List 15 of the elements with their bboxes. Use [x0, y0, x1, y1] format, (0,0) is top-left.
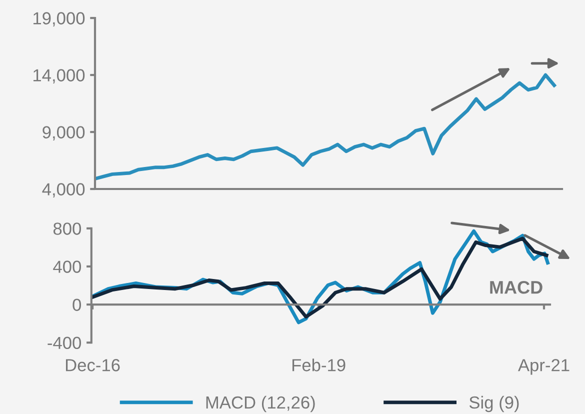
y-tick-label: 4,000 [42, 183, 85, 198]
y-tick-label: 0 [72, 298, 81, 311]
line-series [95, 73, 556, 180]
y-tick-label: -400 [48, 336, 81, 350]
y-tick-label: 400 [53, 260, 81, 273]
x-tick-label: Apr-21 [518, 359, 570, 375]
legend-label: MACD (12,26) [206, 396, 315, 412]
legend-label: Sig (9) [469, 396, 519, 412]
x-tick-label: Feb-19 [292, 358, 346, 372]
y-tick-label: 19,000 [34, 12, 85, 27]
y-tick-label: 14,000 [34, 69, 85, 84]
y-tick-label: 800 [53, 222, 81, 235]
y-tick-label: 9,000 [42, 126, 85, 141]
x-tick-label: Dec-16 [66, 359, 120, 372]
annotation: MACD [490, 280, 542, 294]
